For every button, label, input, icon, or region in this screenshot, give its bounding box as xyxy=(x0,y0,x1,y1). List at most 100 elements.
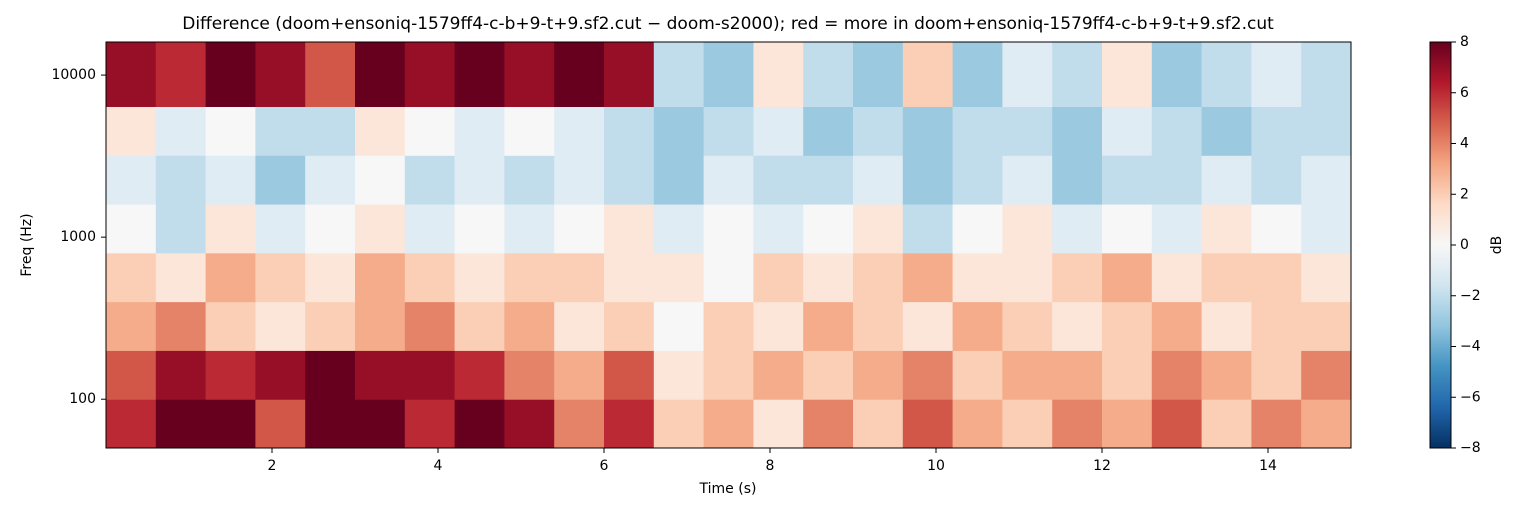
heatmap-cell xyxy=(305,106,356,156)
x-axis-label: Time (s) xyxy=(699,481,757,497)
heatmap-cell xyxy=(1102,350,1153,400)
heatmap-cell xyxy=(205,204,256,254)
colorbar-tick-label: 0 xyxy=(1460,237,1469,253)
heatmap-cell xyxy=(1151,155,1203,205)
heatmap-cell xyxy=(255,301,306,351)
heatmap-cell xyxy=(305,350,356,400)
heatmap-cell xyxy=(504,399,555,449)
heatmap-cell xyxy=(454,106,505,156)
heatmap-cell xyxy=(703,155,754,205)
heatmap-cell xyxy=(803,42,854,107)
heatmap-cell xyxy=(1151,106,1203,156)
heatmap-cell xyxy=(1151,350,1203,400)
heatmap-cell xyxy=(155,106,207,156)
heatmap-cell xyxy=(404,42,456,107)
heatmap-cell xyxy=(1052,399,1103,449)
heatmap-cell xyxy=(803,155,854,205)
heatmap-cell xyxy=(1201,350,1252,400)
heatmap-cell xyxy=(604,399,655,449)
heatmap-cell xyxy=(902,42,954,107)
heatmap-cell xyxy=(305,301,356,351)
heatmap-cell xyxy=(1052,350,1103,400)
heatmap-cell xyxy=(703,204,754,254)
heatmap-cell xyxy=(1201,301,1252,351)
heatmap-cell xyxy=(205,399,256,449)
heatmap-cell xyxy=(703,252,754,303)
heatmap-cell xyxy=(1002,399,1053,449)
heatmap-cell xyxy=(1151,399,1203,449)
heatmap-cell xyxy=(504,155,555,205)
heatmap-cell xyxy=(1002,252,1053,303)
heatmap-cell xyxy=(454,350,505,400)
y-tick-label: 100 xyxy=(69,391,96,407)
heatmap-cell xyxy=(404,106,456,156)
heatmap-cell xyxy=(604,42,655,107)
heatmap-cell xyxy=(554,399,605,449)
x-tick-label: 8 xyxy=(766,458,775,474)
heatmap-cell xyxy=(902,350,954,400)
heatmap-cell xyxy=(803,399,854,449)
heatmap-cell xyxy=(1201,42,1252,107)
heatmap-cell xyxy=(952,350,1003,400)
heatmap-cell xyxy=(355,252,406,303)
heatmap-cell xyxy=(1002,155,1053,205)
heatmap-cell xyxy=(952,155,1003,205)
heatmap-cell xyxy=(1201,155,1252,205)
heatmap-cell xyxy=(853,204,904,254)
heatmap-cell xyxy=(255,42,306,107)
heatmap-cell xyxy=(255,350,306,400)
heatmap-cell xyxy=(454,252,505,303)
heatmap-cell xyxy=(952,301,1003,351)
heatmap-cell xyxy=(1301,155,1352,205)
heatmap-cell xyxy=(355,106,406,156)
heatmap-cell xyxy=(853,301,904,351)
x-tick-label: 14 xyxy=(1259,458,1277,474)
heatmap-cell xyxy=(853,252,904,303)
colorbar-tick-label: 6 xyxy=(1460,85,1469,101)
y-tick-label: 1000 xyxy=(60,229,96,245)
heatmap-cell xyxy=(1002,42,1053,107)
heatmap-cell xyxy=(753,155,804,205)
heatmap-cell xyxy=(653,350,705,400)
x-tick-label: 2 xyxy=(268,458,277,474)
heatmap-cell xyxy=(1151,42,1203,107)
heatmap-cell xyxy=(1052,204,1103,254)
heatmap-cell xyxy=(952,252,1003,303)
heatmap-cell xyxy=(205,155,256,205)
heatmap-cell xyxy=(703,301,754,351)
colorbar-tick-label: −8 xyxy=(1460,440,1481,456)
heatmap-cell xyxy=(504,106,555,156)
heatmap-cell xyxy=(355,399,406,449)
heatmap-cell xyxy=(653,204,705,254)
heatmap-cell xyxy=(355,350,406,400)
heatmap-cell xyxy=(106,204,157,254)
heatmap-cell xyxy=(155,399,207,449)
heatmap-cell xyxy=(305,155,356,205)
heatmap-cell xyxy=(853,350,904,400)
heatmap-cell xyxy=(504,252,555,303)
heatmap-cell xyxy=(1052,155,1103,205)
y-tick-label: 10000 xyxy=(51,67,96,83)
heatmap-cell xyxy=(305,204,356,254)
colorbar xyxy=(1429,41,1452,449)
heatmap-cell xyxy=(305,399,356,449)
heatmap-cell xyxy=(554,155,605,205)
heatmap-cell xyxy=(753,301,804,351)
heatmap-cell xyxy=(205,350,256,400)
heatmap-cell xyxy=(853,106,904,156)
heatmap-cell xyxy=(952,399,1003,449)
heatmap-cell xyxy=(1102,106,1153,156)
heatmap-cell xyxy=(454,42,505,107)
heatmap-cell xyxy=(902,155,954,205)
heatmap-cell xyxy=(604,155,655,205)
colorbar-tick-label: −6 xyxy=(1460,389,1481,405)
heatmap-cell xyxy=(305,252,356,303)
colorbar-tick-label: 4 xyxy=(1460,136,1469,152)
heatmap-cell xyxy=(803,350,854,400)
heatmap-cell xyxy=(106,350,157,400)
heatmap-cell xyxy=(703,399,754,449)
heatmap-cell xyxy=(504,350,555,400)
heatmap-cell xyxy=(504,204,555,254)
x-tick-label: 12 xyxy=(1093,458,1111,474)
heatmap-cell xyxy=(902,106,954,156)
